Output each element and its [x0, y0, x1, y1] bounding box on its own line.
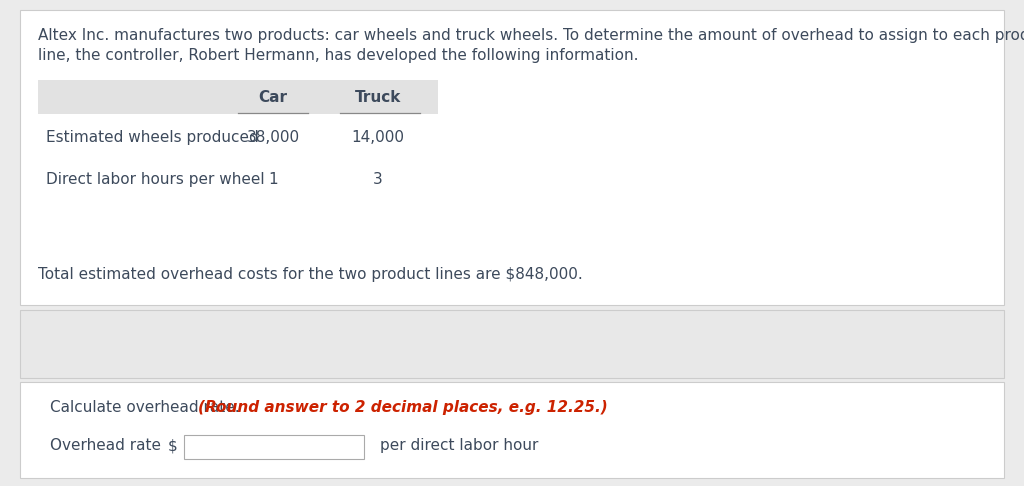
Text: Calculate overhead rate.: Calculate overhead rate. [50, 400, 240, 415]
Bar [20, 310, 1004, 378]
Bar [184, 435, 364, 459]
Bar [20, 382, 1004, 478]
Bar [20, 10, 1004, 305]
Text: Estimated wheels produced: Estimated wheels produced [46, 130, 259, 145]
Text: Overhead rate: Overhead rate [50, 438, 161, 453]
Text: 38,000: 38,000 [247, 130, 300, 145]
Text: 14,000: 14,000 [351, 130, 404, 145]
Text: line, the controller, Robert Hermann, has developed the following information.: line, the controller, Robert Hermann, ha… [38, 48, 639, 63]
Text: 3: 3 [373, 172, 383, 187]
Text: Truck: Truck [354, 90, 401, 105]
Text: Car: Car [258, 90, 288, 105]
Text: (Round answer to 2 decimal places, e.g. 12.25.): (Round answer to 2 decimal places, e.g. … [198, 400, 608, 415]
Text: Altex Inc. manufactures two products: car wheels and truck wheels. To determine : Altex Inc. manufactures two products: ca… [38, 28, 1024, 43]
Text: 1: 1 [268, 172, 278, 187]
Text: $: $ [168, 438, 178, 453]
Text: Direct labor hours per wheel: Direct labor hours per wheel [46, 172, 264, 187]
Text: per direct labor hour: per direct labor hour [380, 438, 539, 453]
Bar [38, 80, 438, 114]
Text: Total estimated overhead costs for the two product lines are $848,000.: Total estimated overhead costs for the t… [38, 267, 583, 282]
